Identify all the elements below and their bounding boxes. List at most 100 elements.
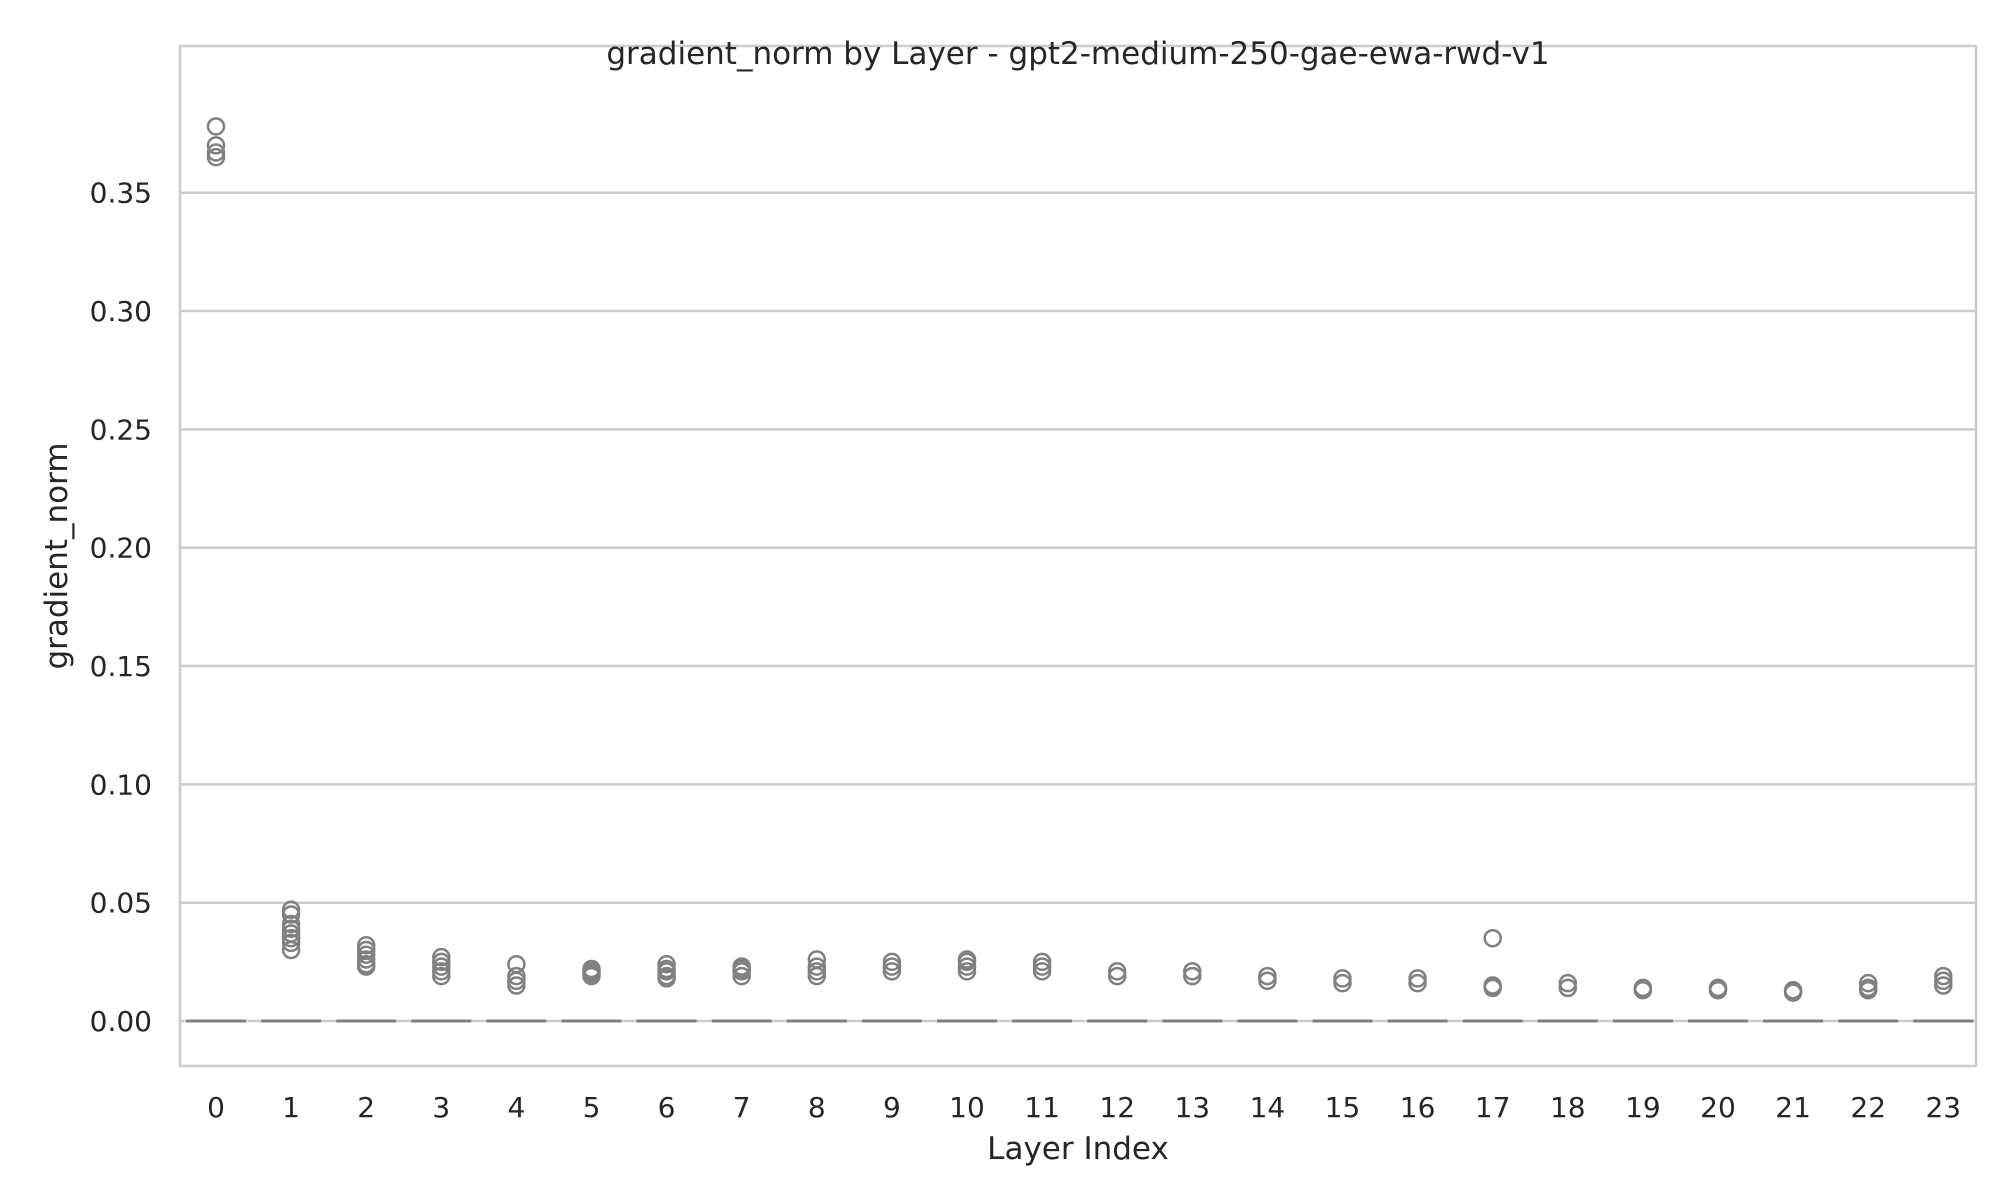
x-tick-label-15: 15 [1325,1091,1361,1124]
x-tick-label-0: 0 [207,1091,225,1124]
flier-layer-9-1 [882,957,902,976]
y-tick-label-5: 0.25 [90,413,152,446]
flier-layer-17-0 [1483,928,1502,948]
x-tick-label-6: 6 [658,1091,676,1124]
flier-layer-14-0 [1258,966,1277,986]
flier-layer-15-1 [1333,973,1352,993]
x-tick-label-10: 10 [949,1091,985,1124]
flier-layer-23-1 [1934,971,1953,991]
flier-layer-4-1 [507,966,526,986]
x-tick-label-20: 20 [1700,1091,1736,1124]
flier-layer-1-7 [281,940,301,960]
flier-layer-12-0 [1107,962,1127,981]
flier-layer-4-3 [507,976,526,995]
flier-layer-7-3 [732,966,751,986]
flier-layer-23-2 [1934,976,1953,995]
x-tick-label-21: 21 [1775,1091,1811,1124]
y-tick-label-6: 0.30 [90,295,152,328]
flier-layer-21-1 [1783,983,1803,1002]
flier-layer-15-0 [1333,969,1352,988]
y-axis-label: gradient_norm [39,442,75,669]
x-tick-label-23: 23 [1925,1091,1961,1124]
y-tick-label-0: 0.00 [90,1005,152,1038]
x-tick-label-4: 4 [507,1091,525,1124]
flier-layer-16-0 [1408,969,1427,988]
flier-layer-11-2 [1032,962,1052,981]
flier-layer-12-1 [1107,966,1127,986]
y-tick-label-3: 0.15 [90,650,152,683]
flier-layer-18-0 [1558,973,1578,993]
x-tick-label-14: 14 [1250,1091,1286,1124]
x-axis-label: Layer Index [987,1131,1169,1167]
x-tick-label-22: 22 [1850,1091,1886,1124]
chart-title: gradient_norm by Layer - gpt2-medium-250… [606,36,1549,72]
flier-layer-5-3 [582,966,601,986]
grid-layer [180,191,1976,1023]
flier-layer-1-0 [281,900,301,920]
flier-layer-10-1 [957,952,977,972]
flier-layer-1-1 [281,905,301,924]
flier-layer-9-0 [882,952,902,972]
x-tick-label-16: 16 [1400,1091,1436,1124]
flier-layer-16-1 [1408,973,1427,993]
flier-layer-2-3 [356,950,376,969]
flier-layer-20-1 [1708,981,1728,1000]
flier-layer-4-2 [507,971,526,991]
flier-layer-8-3 [807,966,827,986]
flier-layer-13-1 [1183,966,1202,986]
x-tick-label-7: 7 [733,1091,751,1124]
flier-layer-3-0 [432,947,451,967]
x-tick-label-8: 8 [808,1091,826,1124]
y-tick-label-7: 0.35 [90,177,152,210]
y-tick-label-1: 0.05 [90,887,152,920]
x-tick-label-1: 1 [282,1091,300,1124]
flier-layer-8-1 [807,957,827,976]
flier-layer [206,117,1953,1002]
flier-layer-14-1 [1258,971,1277,991]
y-tick-labels: 0.00 0.05 0.10 0.15 0.20 0.25 0.30 0.35 [90,177,152,1038]
flier-layer-7-2 [732,962,751,981]
flier-layer-11-0 [1032,952,1052,972]
flier-layer-1-5 [281,928,301,948]
flier-layer-0-0 [206,117,226,136]
flier-layer-6-4 [657,969,676,988]
flier-layer-3-3 [432,962,451,981]
x-tick-label-12: 12 [1099,1091,1135,1124]
flier-layer-1-3 [281,919,301,938]
x-tick-label-18: 18 [1550,1091,1586,1124]
y-tick-label-2: 0.10 [90,768,152,801]
x-tick-label-3: 3 [432,1091,450,1124]
flier-layer-0-1 [206,136,226,155]
flier-layer-22-0 [1858,973,1878,993]
x-tick-label-11: 11 [1024,1091,1060,1124]
plot-frame [178,44,1978,1068]
flier-layer-18-1 [1558,978,1578,998]
flier-layer-2-5 [356,957,376,976]
flier-layer-22-2 [1858,981,1878,1000]
x-tick-label-9: 9 [883,1091,901,1124]
flier-layer-10-3 [957,962,977,981]
flier-layer-3-4 [432,966,451,986]
flier-layer-0-2 [206,143,226,162]
x-tick-labels: 0 1 2 3 4 5 6 7 8 9 10 11 12 13 14 15 16 17 18 19 20 21 22 23 [207,1091,1961,1124]
flier-layer-2-0 [356,936,376,955]
flier-layer-3-1 [432,952,451,972]
x-tick-label-13: 13 [1174,1091,1210,1124]
flier-layer-23-0 [1934,966,1953,986]
flier-layer-6-2 [657,962,676,981]
x-tick-label-19: 19 [1625,1091,1661,1124]
flier-layer-11-1 [1032,957,1052,976]
flier-layer-13-0 [1183,962,1202,981]
flier-layer-10-2 [957,957,977,976]
flier-layer-8-2 [807,962,827,981]
x-tick-label-5: 5 [583,1091,601,1124]
y-tick-label-4: 0.20 [90,532,152,565]
flier-layer-17-2 [1483,978,1502,998]
flier-layer-9-2 [882,962,902,981]
x-tick-label-17: 17 [1475,1091,1511,1124]
flier-layer-1-2 [281,914,301,934]
flier-layer-2-2 [356,945,376,965]
x-tick-label-2: 2 [357,1091,375,1124]
